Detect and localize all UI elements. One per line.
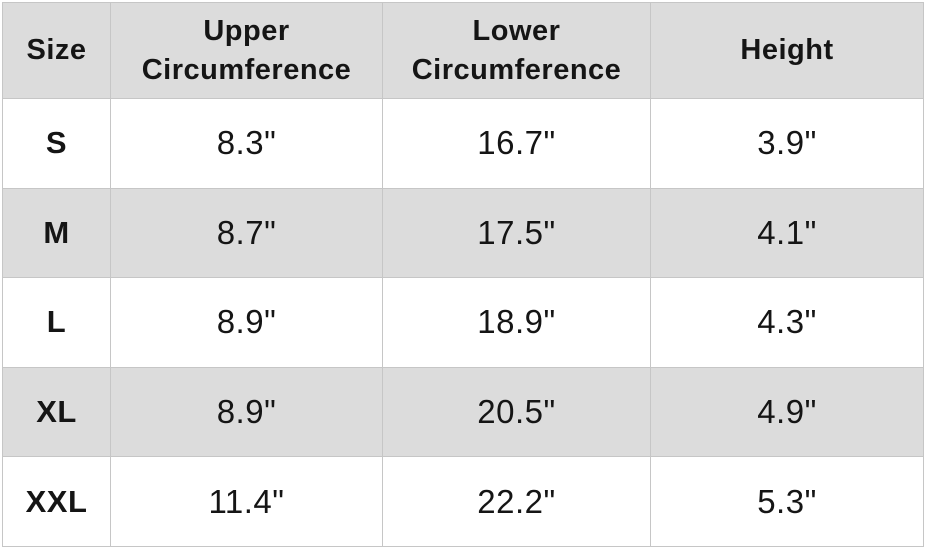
column-header-size: Size: [2, 2, 111, 99]
lower-value: 18.9": [382, 277, 651, 368]
size-label: S: [2, 98, 111, 189]
upper-value: 8.9": [110, 366, 383, 458]
upper-value: 8.7": [110, 187, 383, 279]
height-value: 3.9": [650, 98, 924, 189]
table-header-row: Size Upper Circumference Lower Circumfer…: [2, 2, 924, 99]
upper-value: 8.9": [110, 277, 383, 368]
column-header-lower-circumference: Lower Circumference: [382, 2, 651, 99]
lower-value: 20.5": [382, 366, 651, 458]
size-label: L: [2, 277, 111, 368]
table-row-l: L 8.9" 18.9" 4.3": [2, 277, 924, 368]
height-value: 4.3": [650, 277, 924, 368]
lower-value: 22.2": [382, 456, 651, 547]
upper-value: 11.4": [110, 456, 383, 547]
size-label: XXL: [2, 456, 111, 547]
lower-value: 17.5": [382, 187, 651, 279]
column-header-height: Height: [650, 2, 924, 99]
table-row-s: S 8.3" 16.7" 3.9": [2, 98, 924, 189]
size-label: M: [2, 187, 111, 279]
column-header-upper-circumference: Upper Circumference: [110, 2, 383, 99]
height-value: 4.9": [650, 366, 924, 458]
height-value: 4.1": [650, 187, 924, 279]
table-row-xl: XL 8.9" 20.5" 4.9": [2, 366, 924, 458]
table-row-xxl: XXL 11.4" 22.2" 5.3": [2, 456, 924, 547]
table-row-m: M 8.7" 17.5" 4.1": [2, 187, 924, 279]
height-value: 5.3": [650, 456, 924, 547]
upper-value: 8.3": [110, 98, 383, 189]
lower-value: 16.7": [382, 98, 651, 189]
size-label: XL: [2, 366, 111, 458]
